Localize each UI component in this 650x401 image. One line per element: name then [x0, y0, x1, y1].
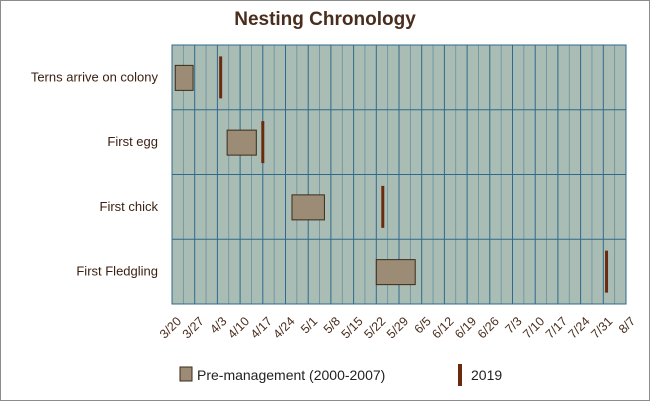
x-tick-label: 6/19	[452, 314, 479, 341]
legend-label-pre-management: Pre-management (2000-2007)	[197, 367, 385, 383]
x-tick-label: 5/22	[361, 314, 388, 341]
range-bar	[174, 64, 194, 91]
x-tick-label: 3/27	[180, 314, 207, 341]
chart-title: Nesting Chronology	[234, 9, 416, 30]
legend-swatch-pre-management	[179, 366, 193, 382]
pre-management-bars	[174, 64, 416, 286]
legend-swatch-2019	[458, 364, 462, 386]
x-tick-label: 3/20	[157, 314, 184, 341]
x-tick-label: 5/29	[384, 314, 411, 341]
x-tick-label: 7/10	[520, 314, 547, 341]
range-bar	[375, 259, 416, 286]
x-tick-labels: 3/203/27 4/34/104/174/24 5/1 5/85/155/225/2…	[157, 314, 638, 341]
category-label: Terns arrive on colony	[31, 69, 159, 84]
marker-2019	[605, 250, 609, 293]
marker-2019	[381, 185, 385, 228]
range-bar	[291, 194, 325, 221]
grid-lines	[171, 44, 627, 305]
x-tick-label: 6/26	[475, 314, 502, 341]
x-tick-label: 8/7	[616, 314, 638, 336]
x-tick-label: 5/15	[339, 314, 366, 341]
x-tick-label: 4/24	[271, 314, 298, 341]
category-label: First Fledgling	[76, 264, 158, 279]
x-tick-label: 7/24	[566, 314, 593, 341]
plot-border	[171, 44, 627, 305]
category-labels: Terns arrive on colony First egg First chi…	[31, 69, 159, 278]
category-label: First egg	[107, 134, 158, 149]
range-bar	[226, 129, 257, 156]
marker-2019	[261, 121, 265, 164]
x-tick-label: 6/12	[429, 314, 456, 341]
legend: Pre-management (2000-2007) 2019	[179, 364, 502, 386]
x-tick-label: 7/17	[543, 314, 570, 341]
x-tick-label: 4/17	[248, 314, 275, 341]
x-tick-label: 5/1	[298, 314, 320, 336]
x-tick-label: 7/31	[588, 314, 615, 341]
year-markers	[219, 56, 609, 293]
category-label: First chick	[100, 199, 159, 214]
marker-2019	[219, 56, 223, 99]
legend-label-2019: 2019	[471, 367, 502, 383]
x-tick-label: 4/10	[225, 314, 252, 341]
